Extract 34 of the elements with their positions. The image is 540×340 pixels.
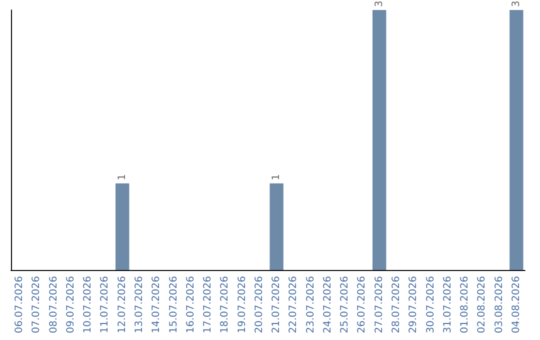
x-tick-label: 11.07.2026: [100, 276, 111, 334]
x-tick-label: 01.08.2026: [460, 276, 471, 334]
x-tick-label: 25.07.2026: [340, 276, 351, 334]
x-tick-label: 04.08.2026: [510, 276, 522, 334]
x-tick-label: 13.07.2026: [134, 276, 145, 334]
x-tick-label: 07.07.2026: [31, 276, 42, 334]
x-tick-label: 17.07.2026: [202, 276, 214, 334]
x-tick-label: 31.07.2026: [442, 276, 454, 334]
x-tick-label: 23.07.2026: [305, 276, 316, 334]
x-tick-label: 16.07.2026: [185, 276, 196, 334]
data-label: 1: [116, 174, 128, 180]
data-label: 3: [510, 0, 522, 7]
x-tick-label: 15.07.2026: [168, 276, 180, 334]
x-tick-label: 06.07.2026: [14, 276, 26, 334]
x-tick-label: 29.07.2026: [408, 276, 420, 334]
x-tick-label: 02.08.2026: [476, 276, 488, 334]
x-tick-label: 30.07.2026: [425, 276, 436, 334]
x-tick-label: 27.07.2026: [374, 276, 385, 334]
x-tick-label: 18.07.2026: [220, 276, 231, 334]
x-tick-label: 14.07.2026: [151, 276, 162, 334]
x-tick-label: 24.07.2026: [322, 276, 334, 334]
x-tick-label: 20.07.2026: [254, 276, 265, 334]
x-tick-label: 26.07.2026: [356, 276, 368, 334]
x-tick-label: 12.07.2026: [116, 276, 128, 334]
x-tick-label: 10.07.2026: [82, 276, 94, 334]
data-label: 1: [271, 174, 282, 180]
x-tick-label: 19.07.2026: [236, 276, 248, 334]
x-tick-label: 09.07.2026: [65, 276, 76, 334]
x-tick-label: 22.07.2026: [288, 276, 300, 334]
x-tick-label: 21.07.2026: [271, 276, 282, 334]
data-label: 3: [374, 0, 385, 7]
x-tick-label: 03.08.2026: [494, 276, 505, 334]
x-tick-label: 08.07.2026: [48, 276, 60, 334]
x-tick-label: 28.07.2026: [391, 276, 402, 334]
